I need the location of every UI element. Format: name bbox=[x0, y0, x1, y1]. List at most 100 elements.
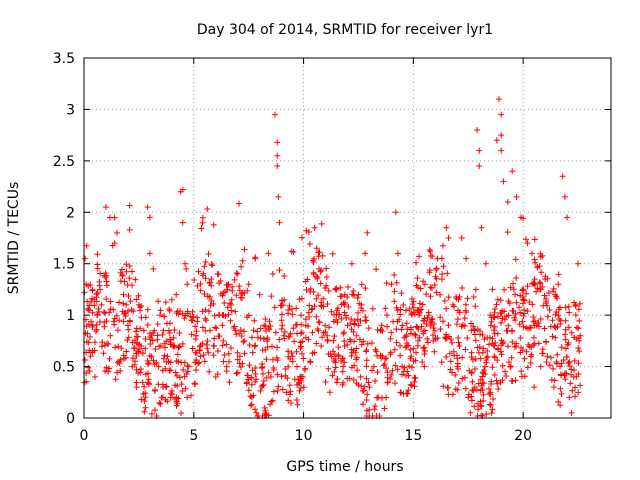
data-point bbox=[221, 352, 228, 359]
data-point bbox=[489, 406, 496, 413]
data-point bbox=[252, 342, 259, 349]
data-point bbox=[285, 310, 292, 317]
data-point bbox=[358, 281, 365, 288]
data-point bbox=[478, 412, 485, 419]
data-point bbox=[542, 338, 549, 345]
data-point bbox=[279, 297, 286, 304]
data-point bbox=[532, 281, 539, 288]
data-point bbox=[256, 291, 263, 298]
data-point bbox=[417, 285, 424, 292]
data-point bbox=[384, 379, 391, 386]
data-point bbox=[397, 306, 404, 313]
data-point bbox=[539, 350, 546, 357]
data-point bbox=[248, 374, 255, 381]
data-point bbox=[358, 383, 365, 390]
data-point bbox=[318, 267, 325, 274]
data-point bbox=[433, 275, 440, 282]
data-point bbox=[358, 301, 365, 308]
data-point bbox=[203, 317, 210, 324]
data-point bbox=[538, 269, 545, 276]
data-point bbox=[458, 323, 465, 330]
data-point bbox=[114, 327, 121, 334]
data-point bbox=[353, 380, 360, 387]
data-point bbox=[91, 373, 98, 380]
data-point bbox=[208, 261, 215, 268]
data-point bbox=[83, 242, 90, 249]
data-point bbox=[410, 358, 417, 365]
data-point bbox=[172, 382, 179, 389]
data-point bbox=[523, 290, 530, 297]
data-point bbox=[445, 322, 452, 329]
data-point bbox=[563, 353, 570, 360]
data-point bbox=[187, 313, 194, 320]
data-point bbox=[469, 386, 476, 393]
data-point bbox=[98, 301, 105, 308]
data-point bbox=[259, 382, 266, 389]
data-point bbox=[469, 356, 476, 363]
data-point bbox=[223, 368, 230, 375]
data-point bbox=[394, 366, 401, 373]
data-point bbox=[512, 256, 519, 263]
data-point bbox=[172, 369, 179, 376]
data-point bbox=[536, 263, 543, 270]
data-point bbox=[494, 296, 501, 303]
data-point bbox=[566, 358, 573, 365]
data-point bbox=[542, 273, 549, 280]
data-point bbox=[215, 311, 222, 318]
data-point bbox=[155, 298, 162, 305]
data-point bbox=[363, 317, 370, 324]
data-point bbox=[381, 405, 388, 412]
data-point bbox=[155, 363, 162, 370]
data-point bbox=[252, 254, 259, 261]
data-point bbox=[149, 337, 156, 344]
data-point bbox=[87, 334, 94, 341]
data-point bbox=[572, 302, 579, 309]
data-point bbox=[192, 323, 199, 330]
data-point bbox=[355, 291, 362, 298]
data-point bbox=[526, 298, 533, 305]
data-point bbox=[176, 343, 183, 350]
data-point bbox=[507, 363, 514, 370]
data-point bbox=[462, 385, 469, 392]
data-point bbox=[360, 401, 367, 408]
data-point bbox=[563, 370, 570, 377]
data-point bbox=[505, 322, 512, 329]
data-point bbox=[564, 214, 571, 221]
data-point bbox=[246, 342, 253, 349]
data-point bbox=[257, 387, 264, 394]
data-point bbox=[565, 359, 572, 366]
data-point bbox=[539, 346, 546, 353]
data-point bbox=[234, 356, 241, 363]
data-point bbox=[468, 327, 475, 334]
data-point bbox=[488, 378, 495, 385]
data-point bbox=[313, 340, 320, 347]
data-point bbox=[288, 305, 295, 312]
data-point bbox=[420, 317, 427, 324]
data-point bbox=[535, 319, 542, 326]
data-point bbox=[294, 330, 301, 337]
data-point bbox=[459, 354, 466, 361]
data-point bbox=[557, 371, 564, 378]
data-point bbox=[258, 365, 265, 372]
chart-title: Day 304 of 2014, SRMTID for receiver lyr… bbox=[197, 22, 493, 38]
data-point bbox=[549, 317, 556, 324]
data-point bbox=[126, 202, 133, 209]
data-point bbox=[395, 250, 402, 257]
data-point bbox=[89, 295, 96, 302]
data-point bbox=[214, 271, 221, 278]
data-point bbox=[279, 311, 286, 318]
data-point bbox=[249, 367, 256, 374]
data-point bbox=[249, 349, 256, 356]
data-point bbox=[424, 339, 431, 346]
data-point bbox=[353, 332, 360, 339]
data-point bbox=[173, 291, 180, 298]
data-point bbox=[504, 343, 511, 350]
data-point bbox=[289, 358, 296, 365]
data-point bbox=[402, 307, 409, 314]
data-point bbox=[322, 379, 329, 385]
data-point bbox=[227, 317, 234, 324]
data-point bbox=[117, 269, 124, 276]
data-point bbox=[144, 306, 151, 313]
data-point bbox=[387, 375, 394, 382]
data-point bbox=[491, 309, 498, 316]
